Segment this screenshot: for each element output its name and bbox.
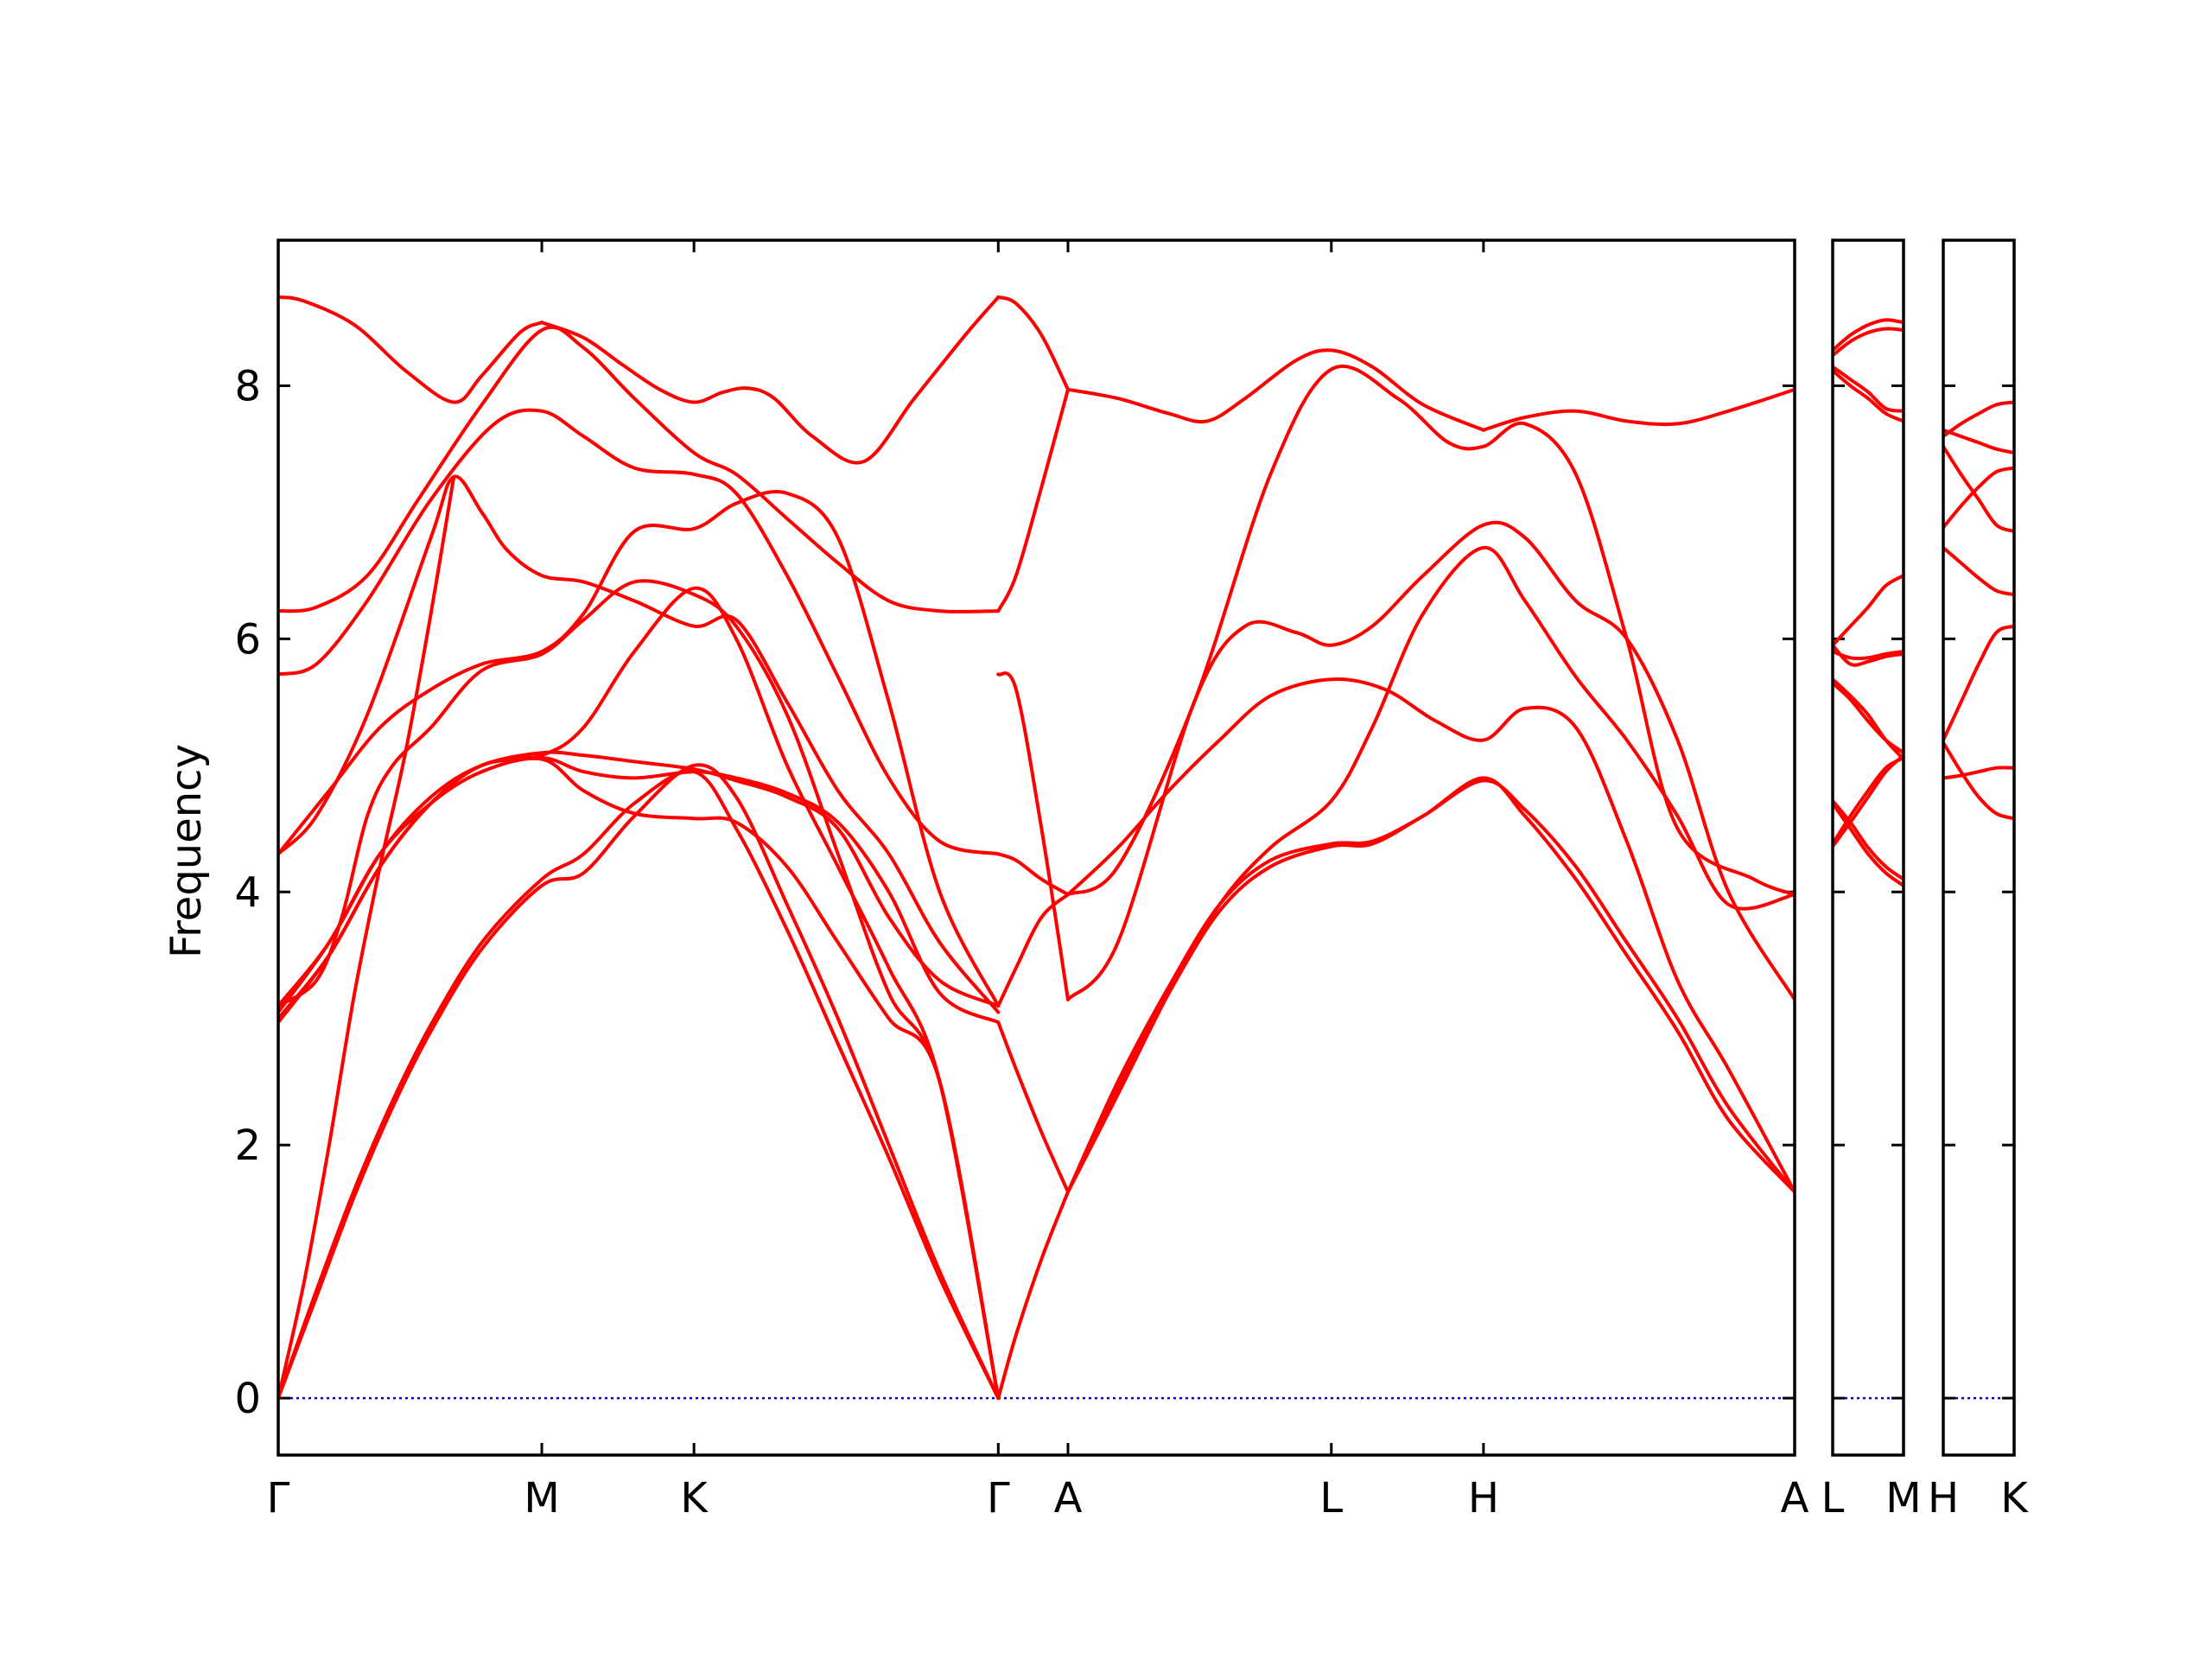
band-line	[1833, 365, 1904, 413]
band-line	[278, 474, 456, 1401]
panel-frame	[1831, 238, 1905, 1457]
band-line	[1943, 741, 2014, 821]
band-line	[1943, 444, 2014, 533]
y-tick-label: 8	[234, 362, 261, 410]
band-line	[1833, 681, 1904, 755]
band-line	[1833, 574, 1904, 647]
x-tick-label: H	[1468, 1474, 1499, 1522]
band-line	[1066, 779, 1795, 1194]
band-line	[278, 763, 1001, 1401]
band-line	[278, 408, 1001, 856]
x-tick-label: M	[1885, 1474, 1921, 1522]
band-line	[278, 325, 1001, 613]
band-line	[278, 769, 1001, 1401]
y-axis-label: Frequency	[162, 744, 211, 958]
bands	[1833, 318, 1904, 887]
panel-frame	[276, 238, 1796, 1457]
band-line	[1066, 520, 1795, 1001]
band-line	[1943, 545, 2014, 597]
band-line	[278, 755, 1001, 1025]
band-line	[996, 893, 1070, 1008]
band-line	[1943, 428, 2014, 454]
band-line	[1943, 624, 2014, 742]
x-tick-label: A	[1781, 1474, 1809, 1522]
band-line	[996, 295, 1070, 391]
band-line	[996, 852, 1070, 897]
band-line	[1833, 327, 1904, 358]
band-line	[1833, 801, 1904, 887]
x-tick-label: L	[1319, 1474, 1343, 1522]
y-tick-label: 2	[234, 1122, 261, 1170]
panel-frame	[1942, 238, 2016, 1457]
band-line	[1066, 364, 1795, 897]
x-tick-label: M	[524, 1474, 559, 1522]
band-line	[278, 579, 1001, 1401]
band-line	[996, 671, 1070, 1001]
x-tick-label: K	[680, 1474, 709, 1522]
band-line	[996, 387, 1070, 613]
band-line	[1943, 400, 2014, 438]
band-line	[1481, 387, 1795, 432]
x-tick-label: L	[1821, 1474, 1845, 1522]
band-line	[278, 489, 1001, 1008]
band-line	[1833, 318, 1904, 353]
band-line	[1943, 466, 2014, 530]
x-tick-label: Γ	[987, 1474, 1010, 1522]
band-line	[1833, 650, 1904, 661]
x-tick-label: Γ	[267, 1474, 290, 1522]
band-line	[278, 474, 1001, 1014]
x-tick-label: A	[1054, 1474, 1083, 1522]
band-line	[540, 295, 1001, 465]
band-line	[1833, 368, 1904, 423]
band-line	[1833, 753, 1904, 849]
band-line	[1833, 643, 1904, 667]
x-tick-label: K	[2000, 1474, 2029, 1522]
band-line	[278, 295, 544, 404]
band-line	[1066, 545, 1795, 1194]
band-line	[1833, 798, 1904, 881]
x-tick-label: H	[1928, 1474, 1959, 1522]
y-tick-label: 6	[234, 615, 261, 664]
band-line	[278, 750, 1001, 1008]
band-line	[996, 1020, 1070, 1194]
band-line	[996, 1190, 1070, 1401]
y-tick-label: 4	[234, 868, 261, 917]
band-line	[1943, 766, 2014, 780]
band-line	[1066, 677, 1795, 1194]
band-line	[1066, 348, 1485, 432]
y-tick-label: 0	[234, 1375, 261, 1423]
bands	[278, 295, 1795, 1401]
bands	[1943, 400, 2014, 821]
